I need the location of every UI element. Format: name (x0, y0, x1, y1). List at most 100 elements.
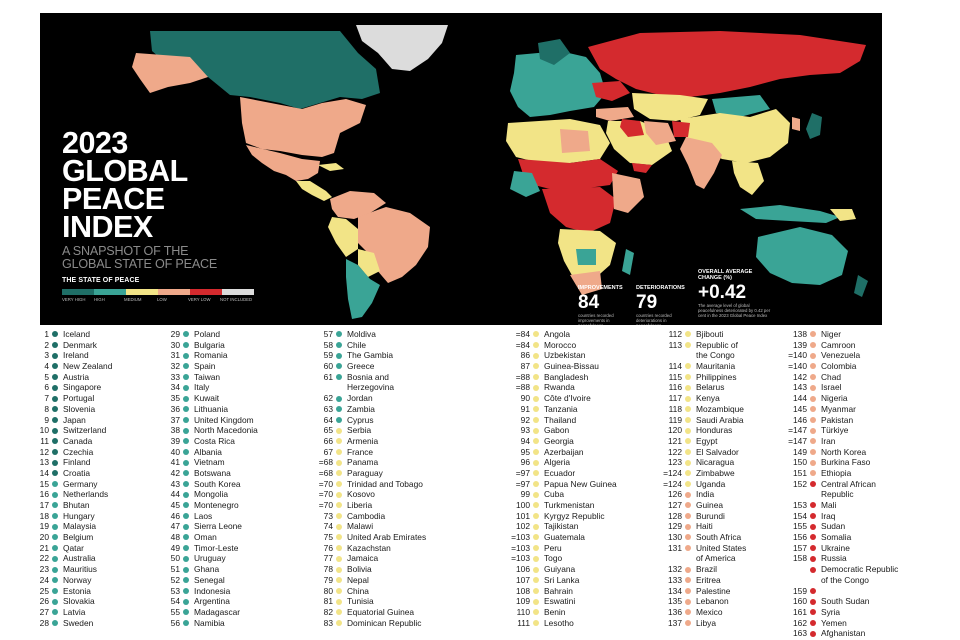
ranking-row: =103 Peru (508, 543, 658, 554)
rank-number: 62 (323, 393, 333, 404)
peace-level-dot (685, 470, 691, 477)
peace-level-dot (685, 384, 691, 391)
ranking-row: 79 Nepal (311, 575, 471, 586)
ranking-row: of America (660, 553, 790, 564)
peace-level-dot (52, 352, 58, 359)
peace-level-dot (336, 470, 342, 477)
peace-level-dot (183, 555, 189, 562)
rank-number: 158 (793, 553, 807, 564)
country-name: Trinidad and Tobago (347, 478, 423, 489)
peace-level-dot (52, 459, 58, 466)
country-name: Belarus (696, 382, 725, 393)
rank-number: 58 (323, 339, 333, 350)
country-name: Ireland (63, 350, 89, 361)
map-region-mexico (246, 145, 320, 181)
ranking-row: 114 Mauritania (660, 361, 790, 372)
ranking-row: 11 Canada (27, 436, 167, 447)
stat-label: OVERALL AVERAGE CHANGE (%) (698, 269, 808, 281)
country-name: Kyrgyz Republic (544, 510, 605, 521)
rank-number: =124 (663, 467, 682, 478)
rank-number: 121 (668, 435, 682, 446)
peace-level-dot (810, 470, 816, 477)
peace-level-dot (336, 459, 342, 466)
country-name: Spain (194, 361, 216, 372)
rank-number: 19 (39, 521, 49, 532)
rank-number: 77 (323, 553, 333, 564)
rank-number: 160 (793, 596, 807, 607)
rank-number: 113 (668, 339, 682, 350)
rank-number: =88 (515, 371, 530, 382)
peace-level-dot (810, 448, 816, 455)
ranking-row: 151 Ethiopia (785, 468, 925, 479)
rank-number: 118 (668, 403, 682, 414)
rank-number: 8 (44, 403, 49, 414)
peace-level-dot (810, 416, 816, 423)
ranking-row: =140 Venezuela (785, 350, 925, 361)
rank-number: 41 (170, 457, 180, 468)
map-region-colombia-venezuela (330, 191, 386, 219)
country-name: Chile (347, 339, 367, 350)
ranking-row: 138 Niger (785, 329, 925, 340)
ranking-row: 32 Spain (158, 361, 298, 372)
country-name: Switzerland (63, 425, 107, 436)
rank-number: 57 (323, 329, 333, 339)
peace-level-dot (810, 523, 816, 530)
rank-number: 162 (793, 617, 807, 628)
country-name: Russia (821, 553, 847, 564)
ranking-row: 44 Mongolia (158, 489, 298, 500)
map-region-india (680, 137, 722, 189)
rank-number: 159 (793, 585, 807, 596)
stat-label-line: CHANGE (%) (698, 275, 732, 281)
country-name: Nicaragua (696, 457, 735, 468)
peace-level-dot (336, 534, 342, 541)
country-name: the Congo (696, 350, 735, 361)
ranking-row: 122 El Salvador (660, 447, 790, 458)
peace-level-dot (183, 534, 189, 541)
country-name: Honduras (696, 425, 733, 436)
peace-level-dot (336, 448, 342, 455)
country-name: Bjibouti (696, 329, 724, 339)
country-name: Latvia (63, 606, 86, 617)
ranking-row: 113 Republic of (660, 340, 790, 351)
rank-number: 96 (520, 457, 530, 468)
country-name: Iraq (821, 510, 836, 521)
ranking-row: 96 Algeria (508, 457, 658, 468)
country-name: Malaysia (63, 521, 97, 532)
rank-number: 126 (668, 489, 682, 500)
country-name: Ghana (194, 564, 220, 575)
stat-value: 79 (636, 292, 658, 313)
title-line: 2023 (62, 126, 128, 160)
rank-number: 38 (170, 425, 180, 436)
title-line: GLOBAL (62, 154, 188, 188)
rank-number: 100 (516, 500, 530, 510)
country-name: United Kingdom (194, 414, 254, 425)
rank-number: 90 (520, 393, 530, 404)
country-name: Slovakia (63, 596, 95, 607)
rank-number: 15 (39, 478, 49, 489)
peace-level-dot (685, 609, 691, 616)
rank-number: 27 (39, 606, 49, 617)
stat-overall-change: OVERALL AVERAGE CHANGE (%) +0.42 The ave… (698, 269, 808, 318)
country-name: Tanzania (544, 403, 578, 414)
ranking-row: the Congo (660, 350, 790, 361)
country-name: Côte d'Ivoire (544, 393, 591, 404)
ranking-row: 139 Camroon (785, 340, 925, 351)
map-region-central-america (296, 181, 332, 201)
country-name: South Sudan (821, 596, 870, 607)
ranking-row: 20 Belgium (27, 532, 167, 543)
legend-label: LOW (157, 297, 167, 302)
rank-number: 152 (793, 478, 807, 489)
ranking-row: 133 Eritrea (660, 575, 790, 586)
ranking-row: 59 The Gambia (311, 350, 471, 361)
country-name: Greece (347, 361, 375, 372)
rank-number: 145 (793, 403, 807, 414)
map-region-south-africa (570, 271, 602, 295)
rank-number: 81 (323, 596, 333, 607)
ranking-row: 28 Sweden (27, 618, 167, 629)
map-region-png (830, 209, 856, 221)
peace-level-dot (810, 352, 816, 359)
ranking-row: 46 Laos (158, 511, 298, 522)
peace-level-dot (533, 502, 539, 509)
country-name: South Korea (194, 478, 241, 489)
ranking-row: 35 Kuwait (158, 393, 298, 404)
